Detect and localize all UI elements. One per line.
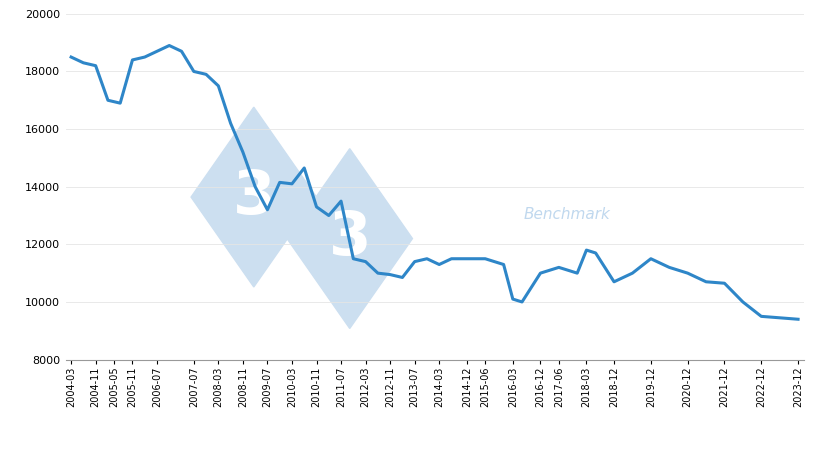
Text: Benchmark: Benchmark [523,207,610,222]
Text: 3: 3 [328,209,370,268]
Text: 3: 3 [233,168,274,226]
Polygon shape [287,149,412,329]
Polygon shape [191,107,316,287]
